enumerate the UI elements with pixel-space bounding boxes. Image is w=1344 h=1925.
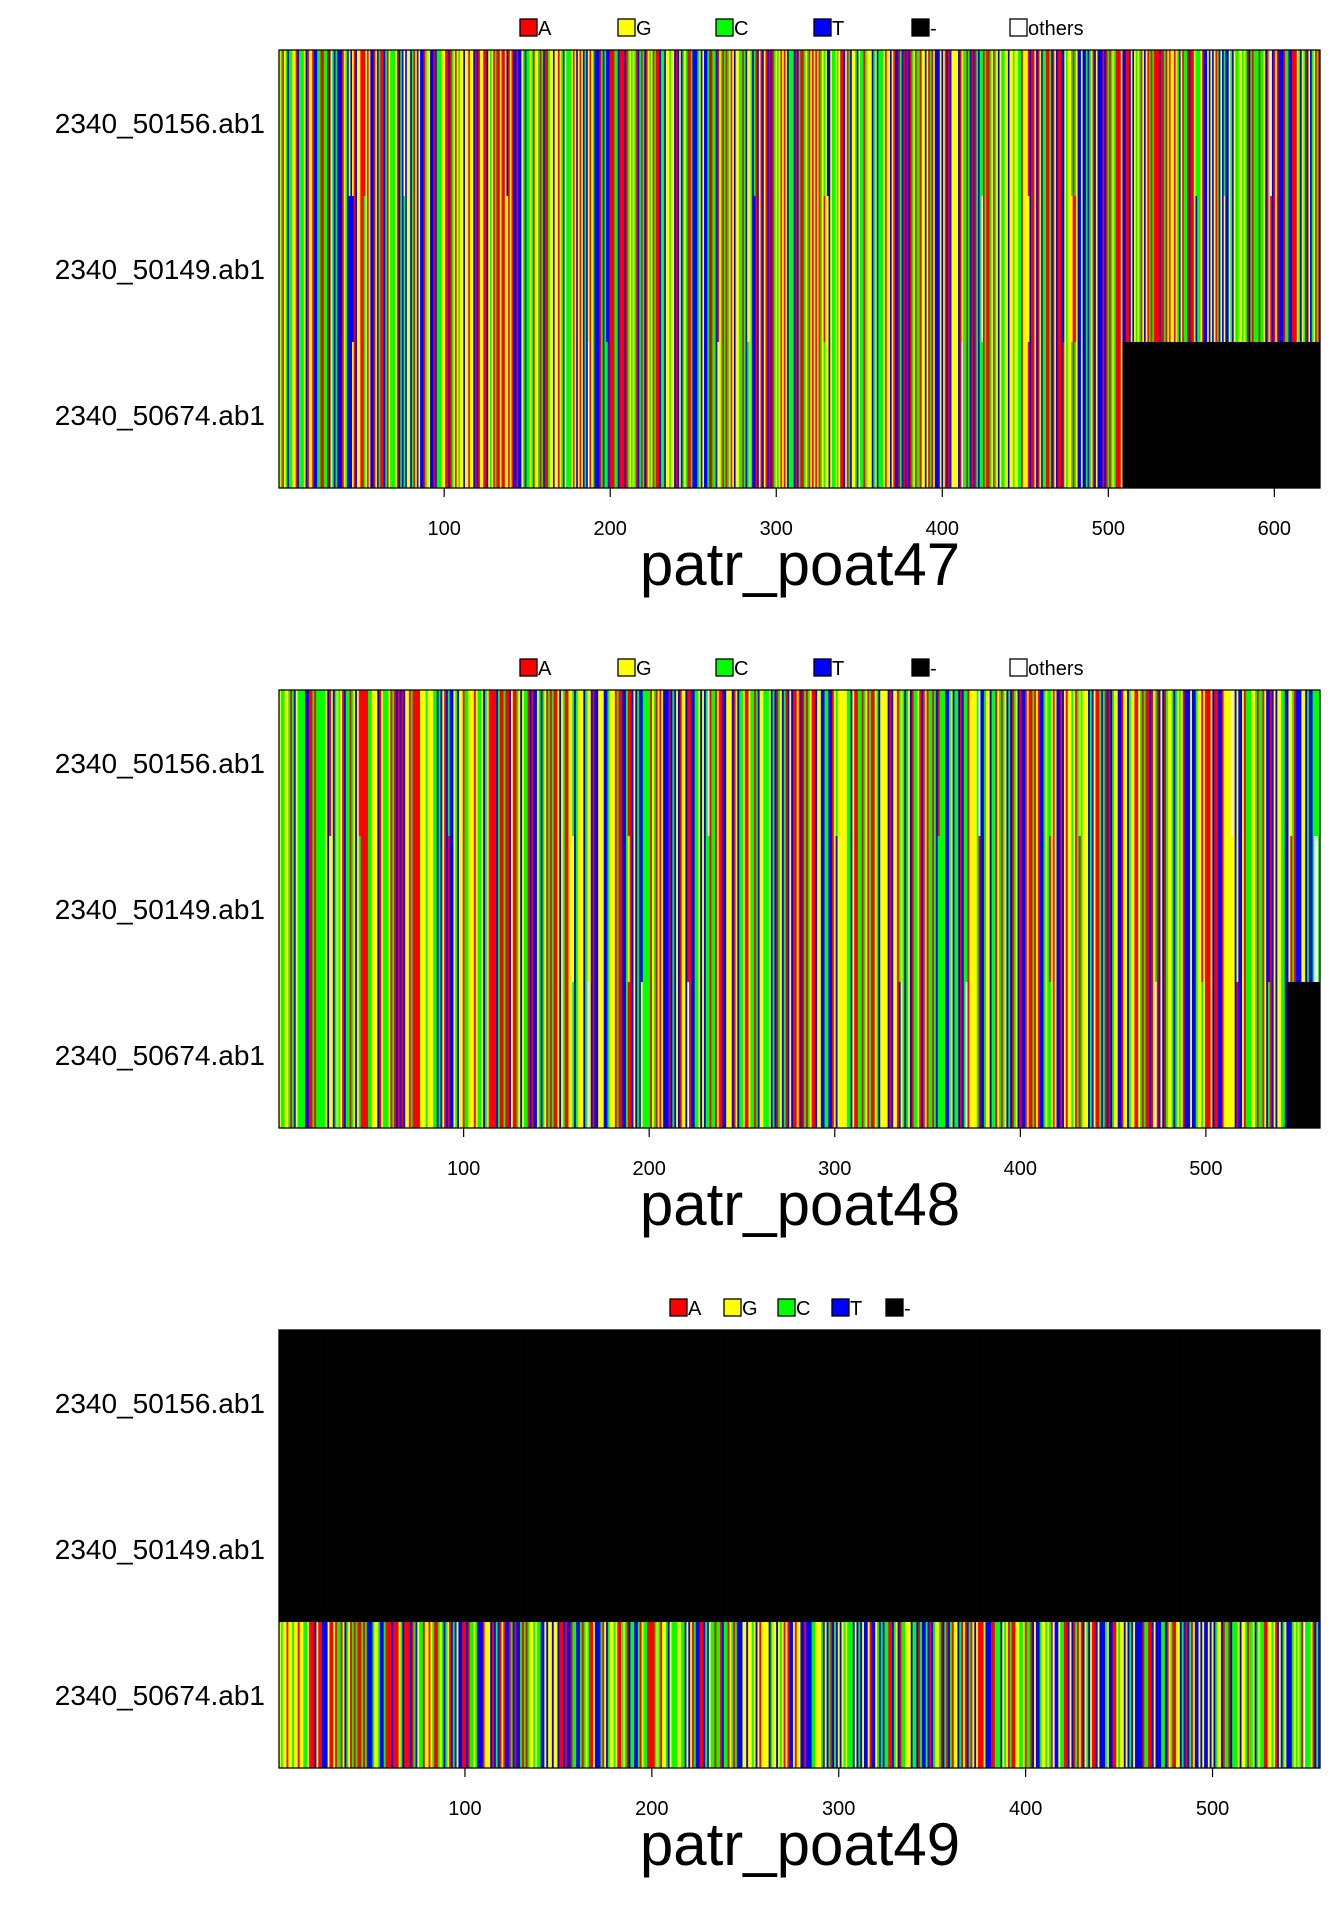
legend-swatch (814, 19, 831, 36)
legend-swatch (1010, 659, 1027, 676)
row-label: 2340_50156.ab1 (55, 748, 265, 779)
alignment-panel-2: 2340_50156.ab1 2340_50149.ab1 2340_50674.a… (55, 658, 1321, 1238)
x-tick-label: 500 (1189, 1158, 1222, 1180)
sequence-row-3 (279, 982, 1320, 1128)
sequence-row-1 (279, 690, 1320, 836)
x-tick-label: 500 (1092, 518, 1125, 540)
legend-label: A (538, 18, 552, 40)
alignment-panel-3: 2340_50156.ab12340_50149.ab12340_50674.a… (55, 1298, 1321, 1878)
legend-label: G (636, 18, 652, 40)
legend: A G C T - others (520, 18, 1084, 40)
legend-label: - (930, 18, 937, 40)
legend-label: others (1028, 18, 1084, 40)
alignment-panel-1: 2340_50156.ab1 2340_50149.ab1 2340_50674.a… (55, 18, 1321, 598)
legend-label: others (1028, 658, 1084, 680)
sequence-row-2 (279, 836, 1320, 982)
row-label: 2340_50674.ab1 (55, 1040, 265, 1071)
x-tick-label: 400 (1004, 1158, 1037, 1180)
x-tick-label: 200 (594, 518, 627, 540)
legend-label: T (832, 18, 844, 40)
sequence-row-3 (279, 1622, 1320, 1768)
x-tick-label: 600 (1258, 518, 1291, 540)
legend-label: C (734, 658, 748, 680)
legend-swatch (912, 659, 929, 676)
row-label: 2340_50156.ab1 (55, 1388, 265, 1419)
legend-label: - (930, 658, 937, 680)
legend-label: G (636, 658, 652, 680)
sequence-row-2 (279, 1476, 1320, 1622)
sequence-row-2 (279, 196, 1320, 342)
legend: A G C T - others (520, 658, 1084, 680)
row-label: 2340_50149.ab1 (55, 254, 265, 285)
panel-title: patr_poat48 (640, 1171, 960, 1238)
row-label: 2340_50149.ab1 (55, 894, 265, 925)
row-label: 2340_50156.ab1 (55, 108, 265, 139)
sequence-row-3 (279, 342, 1320, 488)
panel-title: patr_poat47 (640, 531, 960, 598)
sequence-row-1 (279, 1330, 1320, 1476)
legend-swatch (912, 19, 929, 36)
legend-swatch (716, 19, 733, 36)
legend-swatch (814, 659, 831, 676)
legend-swatch (520, 659, 537, 676)
legend-swatch (716, 659, 733, 676)
legend-swatch (1010, 19, 1027, 36)
x-tick-label: 100 (428, 518, 461, 540)
sequence-row-1 (279, 50, 1320, 196)
legend-label: C (734, 18, 748, 40)
legend-swatch (618, 19, 635, 36)
legend-label: T (832, 658, 844, 680)
x-tick-label: 100 (447, 1158, 480, 1180)
legend-swatch (618, 659, 635, 676)
legend-swatch (520, 19, 537, 36)
row-label: 2340_50149.ab1 (55, 1534, 265, 1565)
legend-label: A (538, 658, 552, 680)
row-label: 2340_50674.ab1 (55, 400, 265, 431)
